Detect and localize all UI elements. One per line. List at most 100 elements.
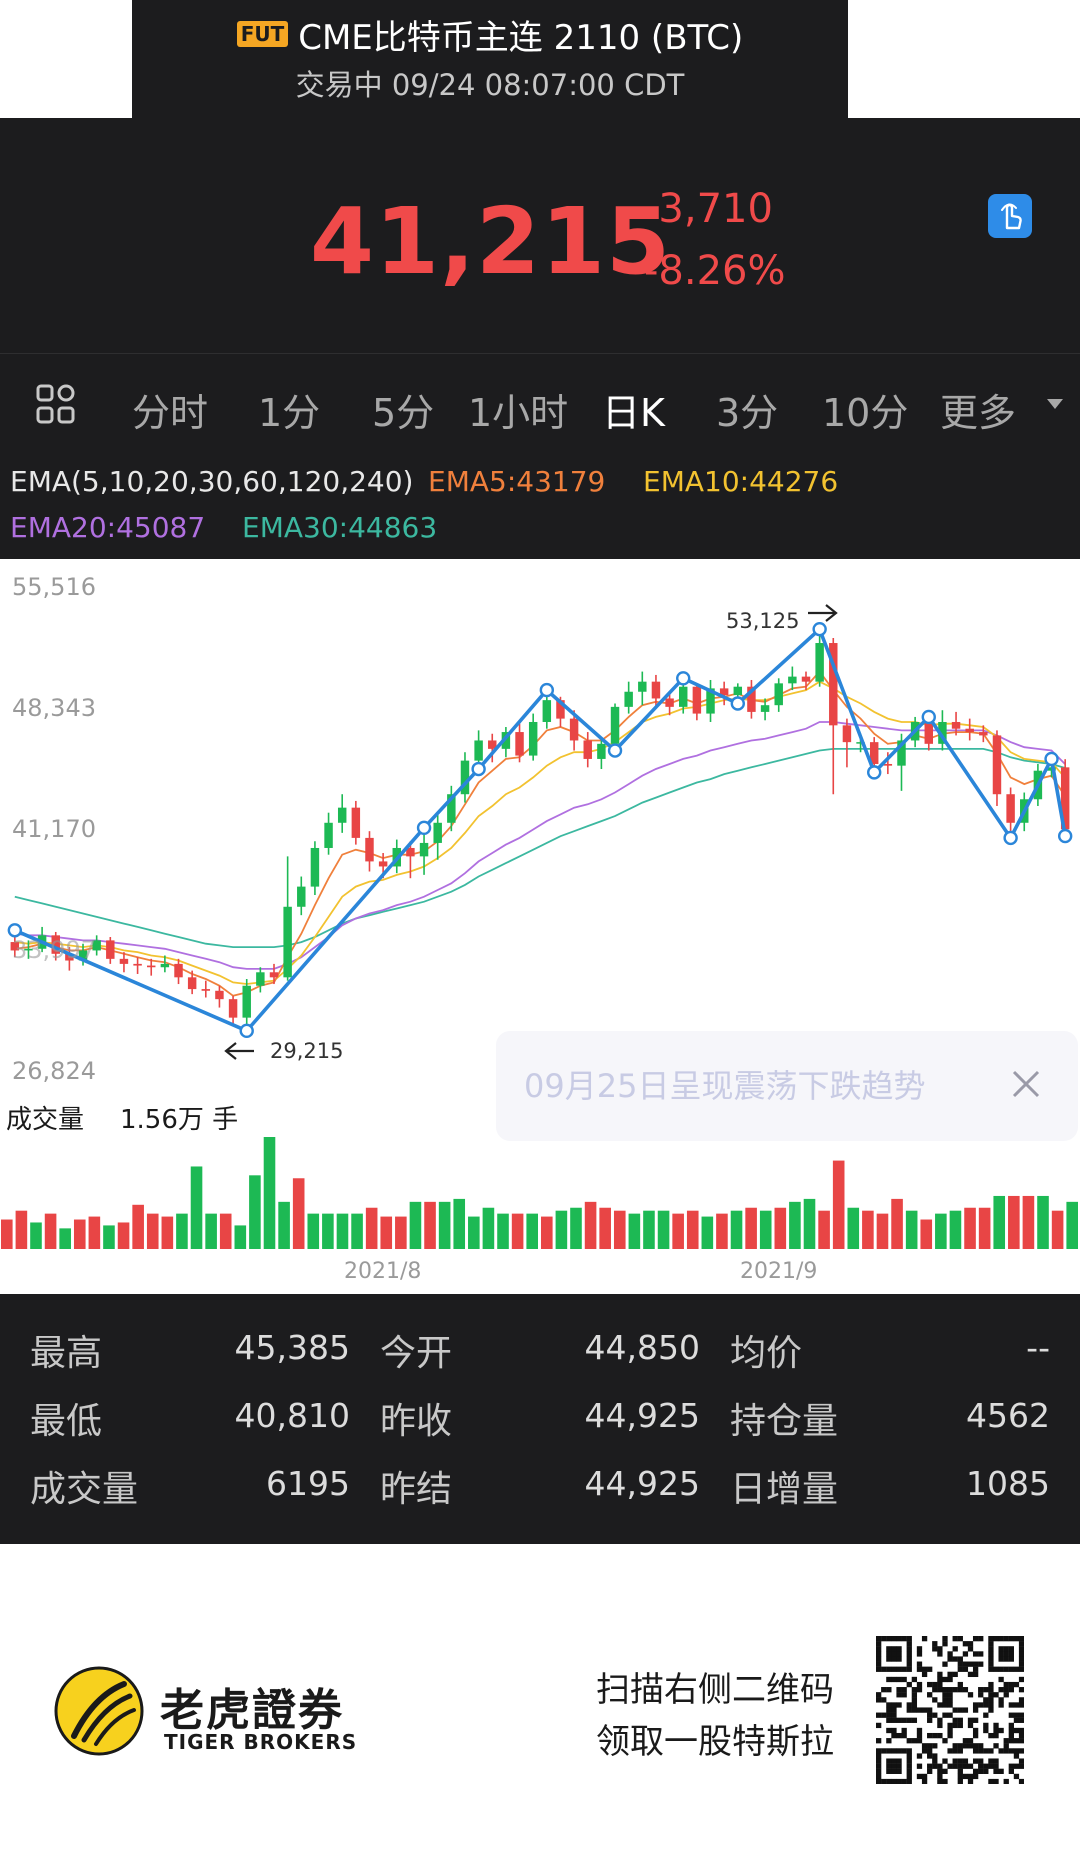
candle-body (433, 822, 442, 843)
qr-module (983, 1712, 989, 1718)
qr-module (891, 1676, 897, 1683)
qr-module (916, 1727, 923, 1734)
candle (187, 970, 197, 995)
qr-module (891, 1748, 897, 1754)
qr-module (988, 1666, 994, 1672)
volume-bar (745, 1207, 757, 1249)
trend-tip-banner[interactable]: 09月25日呈现震荡下跌趋势 (496, 1031, 1078, 1141)
qr-module (988, 1778, 994, 1784)
qr-module (927, 1748, 933, 1754)
qr-module (998, 1666, 1004, 1672)
candle-body (951, 721, 961, 729)
zigzag-pivot (7, 923, 23, 938)
qr-module (906, 1646, 912, 1652)
candle (501, 727, 511, 758)
tab-intraday[interactable]: 分时 (132, 391, 209, 435)
qr-module (972, 1702, 979, 1708)
qr-module (972, 1748, 979, 1754)
stat-daily-change-label: 日增量 (730, 1469, 839, 1510)
ema-params[interactable]: EMA(5,10,20,30,60,120,240) (10, 465, 414, 498)
qr-code-icon[interactable] (876, 1636, 1024, 1784)
grid-layout-icon[interactable] (36, 384, 76, 424)
qr-module (952, 1722, 958, 1729)
qr-module (896, 1651, 902, 1657)
volume-bar (818, 1210, 830, 1249)
candle-body (897, 740, 906, 766)
tab-5min[interactable]: 5分 (372, 391, 435, 435)
candle (992, 730, 1002, 806)
candle-body (283, 906, 292, 978)
qr-module (891, 1727, 897, 1734)
candle (801, 671, 811, 691)
tab-daily-k[interactable]: 日K (602, 391, 665, 435)
qr-module (962, 1758, 969, 1764)
qr-module (901, 1727, 907, 1734)
candle (774, 678, 783, 712)
kline-chart[interactable]: 55,516 48,343 41,170 33,997 26,824 53,12… (0, 559, 1080, 1294)
candle (297, 876, 306, 916)
stat-avg-label: 均价 (730, 1333, 803, 1374)
contract-name[interactable]: CME比特币主连 2110 (BTC) (298, 17, 744, 58)
candle-body (460, 760, 470, 795)
qr-module (937, 1768, 943, 1774)
tab-1min[interactable]: 1分 (258, 391, 321, 435)
qr-module (957, 1661, 963, 1667)
candle-body (501, 732, 511, 749)
qr-module (998, 1748, 1004, 1754)
qr-module (1003, 1636, 1009, 1642)
volume-bar (73, 1219, 86, 1249)
qr-module (911, 1717, 918, 1723)
price-axis-label: 48,343 (12, 694, 96, 722)
qr-module (957, 1722, 963, 1729)
zigzag-line (14, 627, 1067, 1033)
qr-module (1003, 1666, 1009, 1672)
candle (638, 671, 647, 706)
qr-module (993, 1743, 999, 1749)
candle (788, 666, 797, 691)
candle (1006, 787, 1015, 838)
volume-bar (949, 1210, 962, 1249)
qr-module (962, 1651, 969, 1657)
tab-1hour[interactable]: 1小时 (468, 391, 569, 435)
candle (119, 952, 129, 973)
qr-module (881, 1748, 887, 1754)
qr-module (901, 1748, 907, 1754)
qr-module (901, 1666, 907, 1672)
qr-module (927, 1768, 933, 1774)
volume-bar (555, 1210, 568, 1249)
stat-high-label: 最高 (30, 1333, 103, 1374)
qr-module (906, 1656, 912, 1662)
qr-module (901, 1676, 907, 1683)
volume-bar (891, 1198, 903, 1249)
zigzag-pivot (1057, 828, 1073, 844)
qr-module (927, 1743, 933, 1749)
candle (406, 841, 415, 879)
qr-module (957, 1681, 963, 1688)
tab-more[interactable]: 更多 (940, 391, 1017, 435)
qr-module (911, 1738, 918, 1744)
tab-3min[interactable]: 3分 (716, 391, 779, 435)
qr-module (947, 1692, 953, 1698)
qr-module (1018, 1727, 1024, 1734)
qr-module (886, 1666, 892, 1672)
qr-module (886, 1651, 892, 1657)
qr-module (947, 1732, 953, 1739)
qr-module (927, 1666, 933, 1672)
qr-module (932, 1681, 938, 1688)
close-icon[interactable] (1012, 1070, 1040, 1098)
candle-body (706, 688, 715, 714)
qr-module (972, 1768, 979, 1774)
candle-body (174, 963, 183, 978)
qr-module (947, 1763, 953, 1769)
tab-10min[interactable]: 10分 (822, 391, 909, 435)
touch-mode-button[interactable] (988, 194, 1032, 238)
qr-module (993, 1727, 999, 1734)
candle (719, 681, 729, 706)
ema-lines (14, 670, 1066, 997)
caret-down-icon[interactable] (1047, 399, 1063, 409)
qr-module (891, 1656, 897, 1662)
qr-module (1003, 1687, 1009, 1693)
volume-bar (438, 1201, 451, 1249)
qr-module (886, 1778, 892, 1784)
candle (310, 841, 320, 896)
